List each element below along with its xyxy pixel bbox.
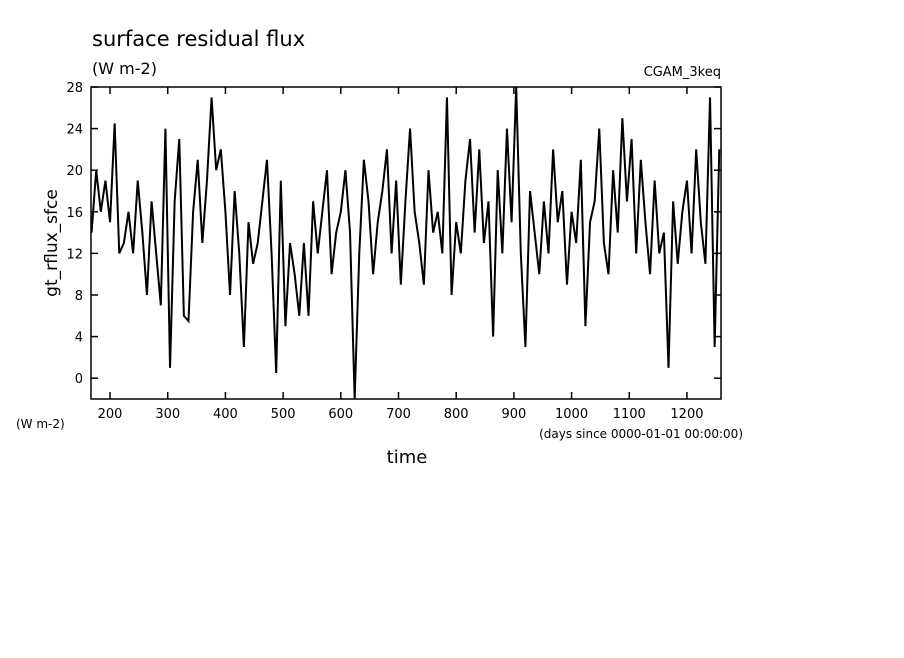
x-units: (days since 0000-01-01 00:00:00)	[539, 427, 743, 441]
x-tick-label: 1200	[670, 407, 703, 422]
x-tick-label: 600	[328, 407, 353, 422]
y-tick-label: 16	[66, 206, 83, 221]
x-tick-label: 1000	[555, 407, 588, 422]
annotation: CGAM_3keq	[644, 65, 721, 80]
data-line	[91, 87, 721, 399]
x-tick-label: 200	[98, 407, 123, 422]
x-tick-label: 1100	[613, 407, 646, 422]
plot-frame	[90, 86, 722, 400]
y-tick-label: 20	[66, 164, 83, 179]
y-axis-label: gt_rflux_sfce	[42, 189, 62, 297]
x-tick-label: 900	[501, 407, 526, 422]
x-tick-label: 300	[155, 407, 180, 422]
y-units: (W m-2)	[16, 417, 65, 431]
x-tick-label: 400	[213, 407, 238, 422]
y-tick-label: 24	[66, 123, 83, 138]
chart-title: surface residual flux	[92, 27, 305, 51]
x-tick-label: 500	[271, 407, 296, 422]
y-tick-label: 4	[75, 331, 83, 346]
x-tick-label: 700	[386, 407, 411, 422]
y-tick-label: 12	[66, 247, 83, 262]
subtitle: (W m-2)	[92, 59, 157, 78]
y-tick-label: 8	[75, 289, 83, 304]
x-axis-label: time	[387, 447, 428, 468]
y-tick-label: 0	[75, 372, 83, 387]
x-tick-label: 800	[444, 407, 469, 422]
y-tick-label: 28	[66, 81, 83, 96]
